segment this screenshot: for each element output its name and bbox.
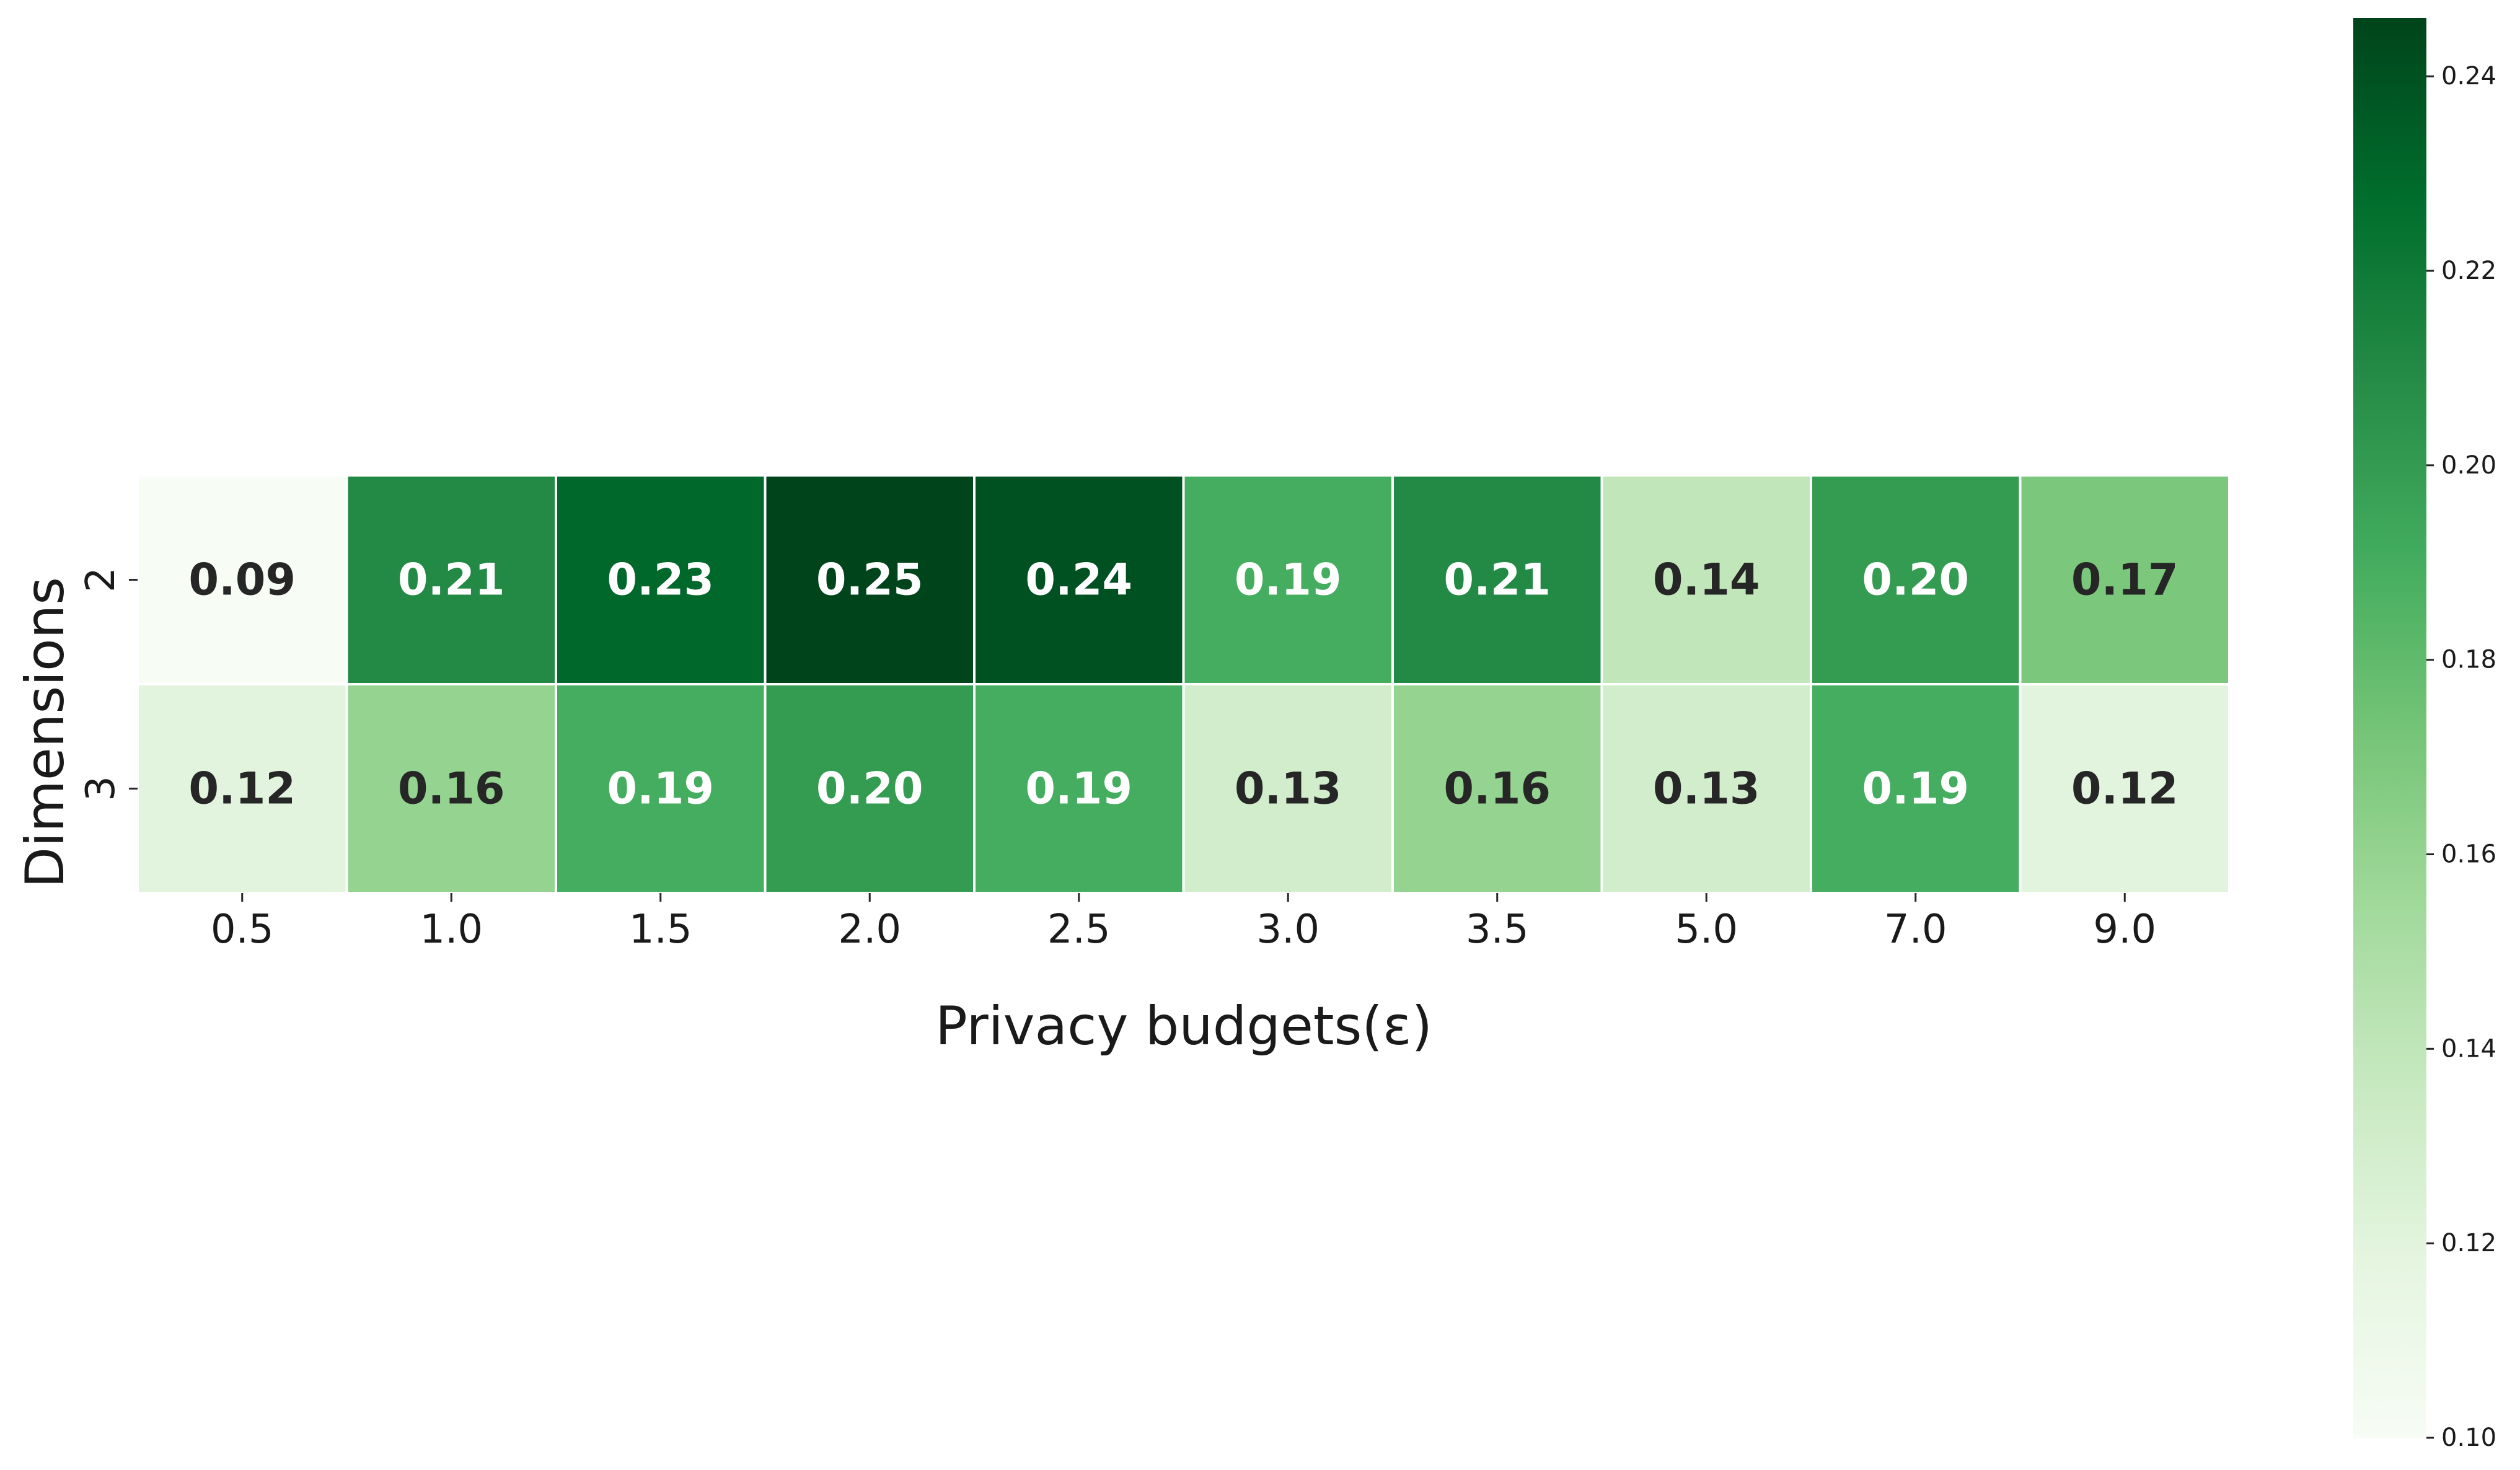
y-axis-ticks: 23 — [78, 567, 138, 801]
cell-value-label: 0.20 — [816, 764, 923, 814]
heatmap-cell — [2019, 474, 2231, 685]
x-tick-label: 1.0 — [420, 907, 483, 953]
x-tick-label: 2.5 — [1047, 907, 1111, 953]
heatmap-cells — [136, 474, 2231, 894]
colorbar-tick-label: 0.16 — [2441, 840, 2496, 868]
heatmap-cell — [1810, 683, 2022, 894]
colorbar-tick-label: 0.14 — [2441, 1034, 2496, 1063]
heatmap-cell — [555, 474, 767, 685]
x-axis-ticks: 0.5 1.0 1.5 2.0 2.5 3.0 3.5 5.0 7.0 9.0 — [211, 893, 2156, 953]
x-tick-label: 3.5 — [1466, 907, 1529, 953]
heatmap-cell — [1182, 474, 1394, 685]
x-axis-label: Privacy budgets(ε) — [935, 995, 1432, 1057]
colorbar-tick-label: 0.20 — [2441, 451, 2496, 480]
cell-value-label: 0.16 — [1443, 764, 1551, 814]
cell-annotations: 0.09 0.21 0.23 0.25 0.24 0.19 0.21 0.14 0.20 0.17… — [188, 555, 2178, 814]
cell-value-label: 0.12 — [188, 764, 296, 814]
heatmap-cell — [973, 474, 1185, 685]
colorbar-tick-label: 0.22 — [2441, 257, 2496, 285]
heatmap-cell — [1182, 683, 1394, 894]
cell-value-label: 0.19 — [1862, 764, 1969, 814]
cell-value-label: 0.21 — [1443, 555, 1551, 605]
y-tick-label: 3 — [78, 776, 124, 801]
heatmap-cell — [2019, 683, 2231, 894]
heatmap-cell — [555, 683, 767, 894]
y-tick-label: 2 — [78, 567, 124, 592]
cell-value-label: 0.17 — [2071, 555, 2179, 605]
cell-value-label: 0.24 — [1025, 555, 1132, 605]
cell-value-label: 0.19 — [607, 764, 714, 814]
cell-value-label: 0.13 — [1653, 764, 1760, 814]
heatmap-cell — [345, 474, 557, 685]
heatmap-cell — [764, 683, 976, 894]
colorbar-tick-label: 0.18 — [2441, 646, 2496, 674]
cell-value-label: 0.16 — [398, 764, 505, 814]
heatmap-cell — [1600, 474, 1812, 685]
cell-value-label: 0.13 — [1235, 764, 1342, 814]
colorbar-tick-label: 0.10 — [2441, 1424, 2496, 1452]
cell-value-label: 0.19 — [1235, 555, 1342, 605]
y-axis-label: Dimensions — [14, 577, 76, 888]
x-tick-label: 3.0 — [1256, 907, 1319, 953]
x-tick-label: 2.0 — [838, 907, 901, 953]
cell-value-label: 0.23 — [607, 555, 714, 605]
colorbar-tick-label: 0.12 — [2441, 1229, 2496, 1257]
heatmap-cell — [345, 683, 557, 894]
cell-value-label: 0.20 — [1862, 555, 1969, 605]
x-tick-label: 1.5 — [629, 907, 692, 953]
x-tick-label: 5.0 — [1675, 907, 1738, 953]
heatmap-cell — [764, 474, 976, 685]
heatmap-cell — [136, 474, 348, 685]
colorbar-ticks: 0.10 0.12 0.14 0.16 0.18 0.20 0.22 0.24 — [2426, 62, 2496, 1452]
colorbar-tick-label: 0.24 — [2441, 62, 2496, 90]
cell-value-label: 0.09 — [188, 555, 296, 605]
cell-value-label: 0.12 — [2071, 764, 2179, 814]
heatmap-cell — [1391, 683, 1603, 894]
cell-value-label: 0.21 — [398, 555, 505, 605]
x-tick-label: 7.0 — [1884, 907, 1947, 953]
cell-value-label: 0.14 — [1653, 555, 1760, 605]
x-tick-label: 9.0 — [2093, 907, 2156, 953]
x-tick-label: 0.5 — [211, 907, 274, 953]
cell-value-label: 0.19 — [1025, 764, 1132, 814]
colorbar: 0.10 0.12 0.14 0.16 0.18 0.20 0.22 0.24 — [2353, 18, 2496, 1452]
heatmap-cell — [1600, 683, 1812, 894]
colorbar-gradient — [2353, 18, 2426, 1438]
cell-value-label: 0.25 — [816, 555, 923, 605]
